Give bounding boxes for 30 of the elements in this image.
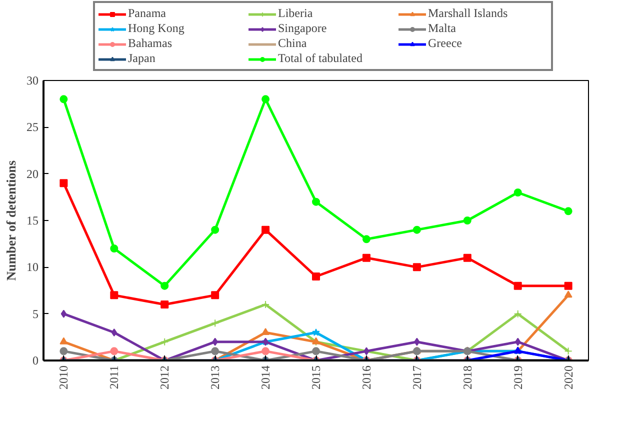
x-tick-label: 2020	[561, 366, 576, 390]
y-tick-label: 10	[26, 260, 38, 274]
x-tick-label: 2011	[107, 365, 122, 390]
x-tick-label: 2018	[460, 366, 474, 390]
y-tick-label: 0	[32, 354, 38, 368]
y-axis-title: Number of detentions	[4, 160, 18, 281]
x-tick-label: 2014	[258, 366, 273, 390]
legend-label: Bahamas	[128, 36, 173, 51]
x-tick-label: 2017	[410, 366, 424, 390]
y-tick-label: 15	[26, 214, 38, 228]
legend-label: Singapore	[278, 21, 328, 36]
legend-label: Panama	[128, 6, 167, 21]
x-tick-label: 2019	[510, 366, 525, 390]
legend-label: Total of tabulated	[278, 51, 364, 66]
y-tick-label: 25	[26, 120, 38, 134]
x-tick-label: 2010	[56, 366, 71, 390]
legend-label: Marshall Islands	[428, 6, 509, 21]
y-tick-label: 5	[32, 306, 38, 321]
x-tick-label: 2016	[359, 366, 374, 390]
legend-label: Liberia	[278, 6, 314, 21]
x-tick-label: 2015	[309, 366, 323, 390]
legend-label: Greece	[428, 36, 463, 51]
x-tick-label: 2013	[208, 366, 222, 390]
y-tick-label: 20	[26, 166, 38, 181]
legend-label: Hong Kong	[128, 21, 186, 36]
legend-label: China	[278, 36, 308, 51]
legend-label: Japan	[128, 51, 156, 66]
y-tick-label: 30	[26, 74, 38, 88]
legend-label: Malta	[428, 21, 457, 36]
x-tick-label: 2012	[158, 366, 172, 390]
